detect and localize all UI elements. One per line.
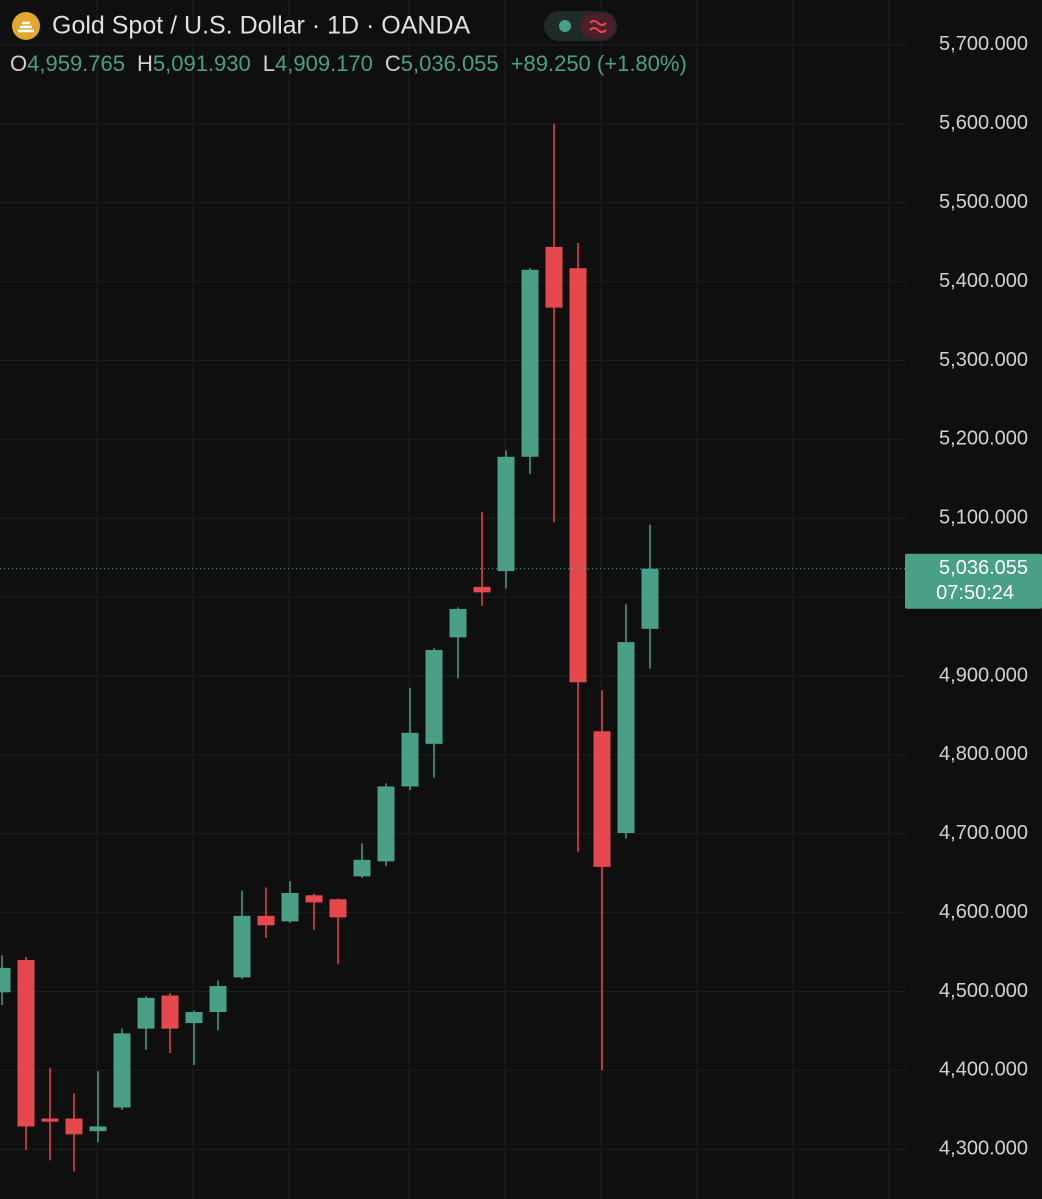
candle-body [17,959,35,1127]
candle-body [641,568,659,629]
v-grid [96,0,890,1199]
legend-value: 5,036.055 [401,51,499,76]
candle-body [65,1118,83,1135]
y-tick-label: 4,400.000 [939,1059,1028,1081]
candle-body [185,1012,203,1024]
chart-title: Gold Spot / U.S. Dollar · 1D · OANDA [52,12,471,40]
candle-body [89,1126,107,1132]
y-tick-label: 4,600.000 [939,901,1028,923]
legend-value: 5,091.930 [153,51,251,76]
legend-key: L [263,51,275,76]
candle-body [281,892,299,922]
candle-body [401,732,419,787]
symbol-icon-bars [18,21,34,33]
y-tick-label: 5,300.000 [939,349,1028,371]
candle-body [257,915,275,926]
y-tick-label: 5,700.000 [939,33,1028,55]
h-grid [0,44,905,1150]
legend-change: +89.250 (+1.80%) [511,51,687,76]
last-price-box [905,553,1042,609]
y-tick-label: 4,300.000 [939,1138,1028,1160]
status-alt [580,13,615,39]
y-tick-label: 5,500.000 [939,191,1028,213]
candle-body [137,997,155,1029]
candle-body [545,246,563,308]
legend-key: H [137,51,153,76]
status-wave [589,20,607,33]
candle-body [497,456,515,572]
candle-body [41,1118,59,1122]
candle-body [0,967,11,993]
candle-body [593,731,611,867]
candle-body [353,859,371,877]
y-tick-label: 5,200.000 [939,428,1028,450]
overlay: 4,300.000 4,400.000 4,500.000 4,600.000 4,70… [0,33,1042,1160]
y-tick-label: 5,400.000 [939,270,1028,292]
y-tick-label: 4,900.000 [939,664,1028,686]
y-tick-label: 4,800.000 [939,743,1028,765]
y-tick-label: 4,500.000 [939,980,1028,1002]
candle-body [617,642,635,833]
countdown: 07:50:24 [936,582,1014,604]
candle-body [305,895,323,903]
candle-body [449,608,467,638]
candle-body [209,986,227,1013]
y-tick-label: 5,600.000 [939,112,1028,134]
candle-body [569,268,587,683]
y-tick-label: 4,700.000 [939,822,1028,844]
legend-key: C [385,51,401,76]
candle-body [377,786,395,862]
legend-value: 4,959.765 [27,51,125,76]
candles [0,123,659,1172]
last-price-label: 5,036.055 [939,557,1028,579]
candle-body [473,586,491,593]
candle-body [425,649,443,744]
candle-body [233,915,251,978]
status-dot [559,20,571,32]
candle-body [113,1033,131,1108]
y-tick-label: 5,100.000 [939,507,1028,529]
legend-value: 4,909.170 [275,51,373,76]
header: Gold Spot / U.S. Dollar · 1D · OANDA O4,… [10,11,687,76]
ohlc-legend: O4,959.765 H5,091.930 L4,909.170 C5,036.055… [10,51,687,76]
legend-key: O [10,51,27,76]
candle-body [329,899,347,918]
candle-body [161,995,179,1029]
candle-body [521,269,539,457]
